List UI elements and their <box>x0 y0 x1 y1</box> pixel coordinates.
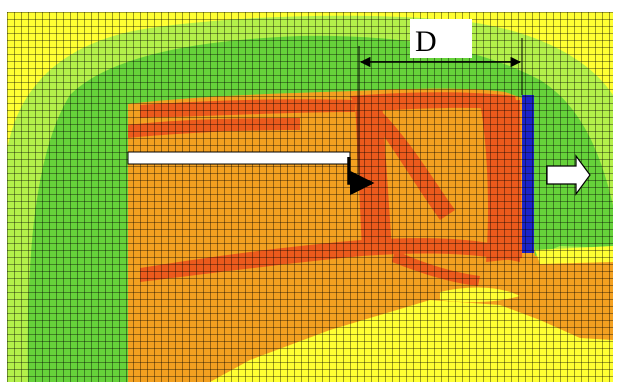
flow-arrow <box>546 154 591 196</box>
grid-overlay <box>7 12 613 382</box>
white-bar <box>127 151 351 165</box>
dimension-label-box <box>410 19 472 58</box>
dimension-label: D <box>415 25 437 58</box>
l-arrow <box>347 157 375 196</box>
